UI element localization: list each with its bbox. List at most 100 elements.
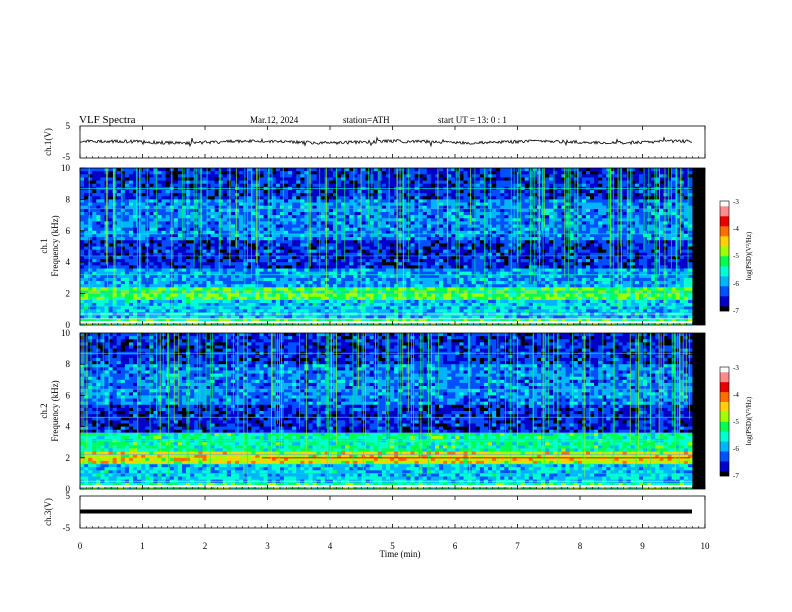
spectrogram-cell [218,177,224,181]
spectrogram-cell [88,168,93,172]
spectrogram-cell [426,306,432,310]
spectrogram-cell [100,180,105,185]
spectrogram-cell [463,315,468,320]
spectrogram-cell [284,183,289,188]
spectrogram-cell [296,277,301,282]
spectrogram-cell [410,218,415,222]
spectrogram-cell [361,293,366,298]
spectrogram-cell [386,299,391,304]
spectrogram-cell [92,309,97,313]
spectrogram-cell [133,168,138,172]
spectrogram-cell [267,183,273,188]
spectrogram-cell [455,299,460,304]
spectrogram-cell [198,293,203,298]
spectrogram-cell [149,199,154,203]
spectrogram-cell [128,293,134,298]
spectrogram-cell [443,318,448,323]
spectrogram-cell [141,189,146,194]
spectrogram-cell [133,189,138,194]
spectrogram-cell [157,274,162,279]
spectrogram-cell [479,199,485,203]
spectrogram-cell [398,277,403,282]
spectrogram-cell [386,240,391,244]
spectrogram-cell [394,174,399,178]
spectrogram-cell [190,246,195,251]
spectrogram-cell [381,240,387,244]
spectrogram-cell [202,268,207,273]
spectrogram-cell [239,240,244,244]
spectrogram-cell [173,171,179,175]
spectrogram-cell [161,208,167,213]
spectrogram-cell [284,199,289,203]
spectrogram-cell [271,196,277,200]
spectrogram-cell [259,189,264,194]
spectrogram-cell [463,237,468,241]
spectrogram-cell [288,208,293,213]
spectrogram-cell [88,284,93,288]
spectrogram-cell [296,268,301,273]
spectrogram-cell [430,296,436,301]
spectrogram-cell [353,287,358,291]
spectrogram-cell [324,202,330,207]
spectrogram-cell [124,193,130,197]
spectrogram-cell [251,309,256,313]
spectrogram-cell [120,227,126,232]
spectrogram-cell [251,265,256,269]
spectrogram-cell [271,240,277,244]
spectrogram-cell [337,174,342,178]
spectrogram-cell [177,227,183,232]
spectrogram-cell [471,208,477,213]
spectrogram-cell [337,215,342,219]
spectrogram-cell [153,202,158,207]
spectrogram-cell [226,268,232,273]
spectrogram-cell [390,259,395,263]
spectrogram-cell [430,221,436,225]
spectrogram-cell [214,211,220,216]
spectrogram-cell [120,309,126,313]
spectrogram-cell [357,268,362,273]
spectrogram-cell [304,218,309,222]
spectrogram-cell [251,303,256,307]
spectrogram-cell [451,196,456,200]
spectrogram-cell [447,193,452,197]
spectrogram-cell [145,321,150,325]
spectrogram-cell [422,259,428,263]
spectrogram-cell [316,281,322,285]
spectrogram-cell [463,174,468,178]
spectrogram-cell [275,180,281,185]
spectrogram-cell [463,293,468,298]
spectrogram-cell [279,249,285,254]
spectrogram-cell [402,274,407,279]
spectrogram-cell [230,265,236,269]
figure-title: VLF Spectra [79,114,136,126]
spectrogram-cell [414,268,420,273]
spectrogram-cell [357,293,362,298]
spectrogram-cell [312,189,318,194]
spectrogram-cell [267,321,273,325]
spectrogram-cell [296,215,301,219]
spectrogram-cell [394,309,399,313]
spectrogram-cell [328,171,334,175]
spectrogram-cell [475,296,481,301]
spectrogram-cell [100,215,105,219]
spectrogram-cell [267,193,273,197]
spectrogram-cell [422,189,428,194]
spectrogram-cell [92,196,97,200]
spectrogram-cell [263,284,269,288]
spectrogram-cell [451,171,456,175]
spectrogram-cell [214,246,220,251]
spectrogram-cell [337,306,342,310]
spectrogram-cell [206,233,211,238]
spectrogram-cell [263,321,269,325]
spectrogram-cell [251,271,256,276]
spectrogram-cell [337,199,342,203]
spectrogram-cell [263,243,269,247]
spectrogram-cell [439,299,444,304]
spectrogram-cell [459,171,464,175]
spectrogram-cell [365,274,371,279]
spectrogram-cell [467,183,473,188]
spectrogram-cell [153,218,158,222]
spectrogram-cell [263,306,269,310]
spectrogram-cell [430,183,436,188]
spectrogram-cell [165,259,171,263]
